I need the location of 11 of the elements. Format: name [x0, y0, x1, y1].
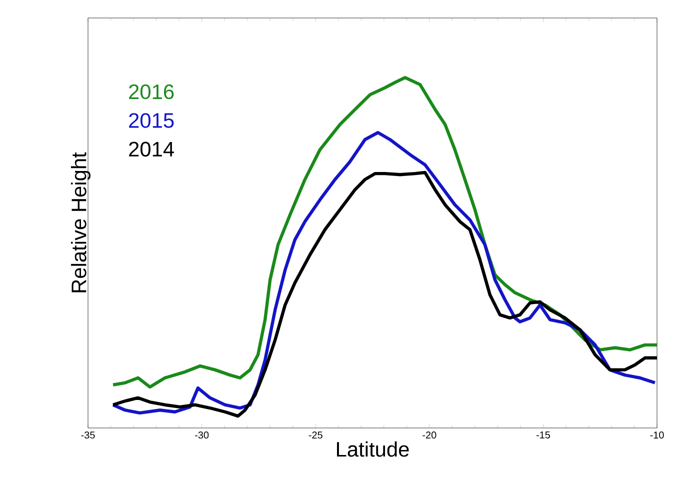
- x-axis-title: Latitude: [337, 441, 409, 457]
- x-tick-label: -35: [81, 432, 95, 439]
- text: 2016: [129, 84, 174, 100]
- x-tick-label: -30: [195, 432, 209, 439]
- x-tick-label: -10: [650, 432, 664, 439]
- x-tick-label: -25: [308, 432, 322, 439]
- text: 2015: [129, 113, 174, 128]
- y-axis-title: Relative Height: [70, 152, 90, 292]
- x-tick-label: -20: [422, 432, 436, 439]
- x-tick-label: -15: [536, 432, 550, 438]
- text: 2014: [129, 142, 174, 157]
